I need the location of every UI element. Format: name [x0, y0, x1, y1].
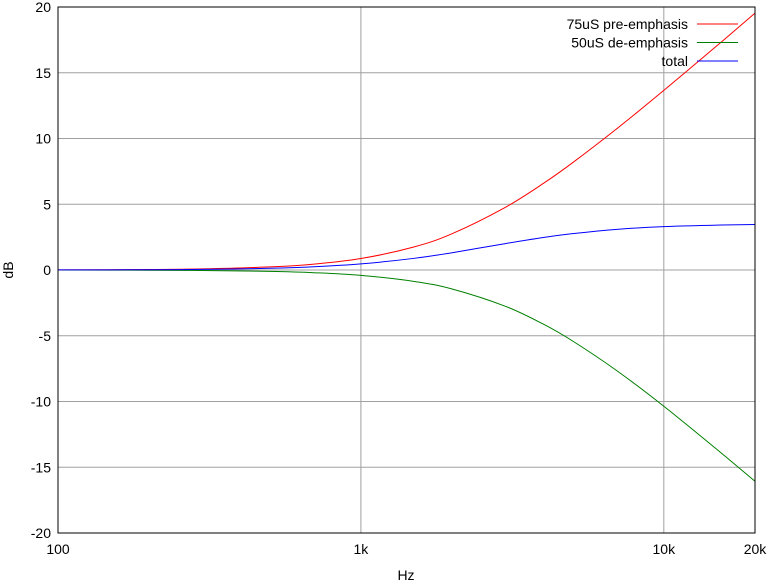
legend-label: total: [662, 53, 688, 69]
legend: 75uS pre-emphasis 50uS de-emphasis total: [567, 16, 738, 69]
x-tick-label: 20k: [744, 541, 768, 557]
x-tick-label: 10k: [653, 541, 677, 557]
y-tick-label: 5: [43, 196, 51, 212]
legend-label: 75uS pre-emphasis: [567, 16, 688, 32]
y-tick-label: 0: [43, 262, 51, 278]
legend-label: 50uS de-emphasis: [571, 35, 688, 51]
tick-labels: -20 -15 -10 -5 0 5 10 15 20 100 1k 10k 20k: [31, 0, 768, 557]
series-lines: [57, 12, 756, 482]
y-tick-label: 15: [35, 65, 51, 81]
y-tick-label: -15: [31, 459, 51, 475]
x-tick-label: 1k: [354, 541, 370, 557]
x-axis-label: Hz: [397, 567, 414, 583]
series-line-1: [57, 269, 756, 482]
x-tick-label: 100: [46, 541, 70, 557]
series-line-2: [57, 224, 756, 271]
y-tick-label: 20: [35, 0, 51, 15]
y-tick-label: -20: [31, 525, 51, 541]
y-tick-label: -5: [39, 328, 52, 344]
y-tick-label: -10: [31, 394, 51, 410]
y-axis-label: dB: [0, 261, 16, 278]
plot-border: [57, 6, 756, 534]
series-line-0: [57, 12, 756, 271]
y-tick-label: 10: [35, 131, 51, 147]
